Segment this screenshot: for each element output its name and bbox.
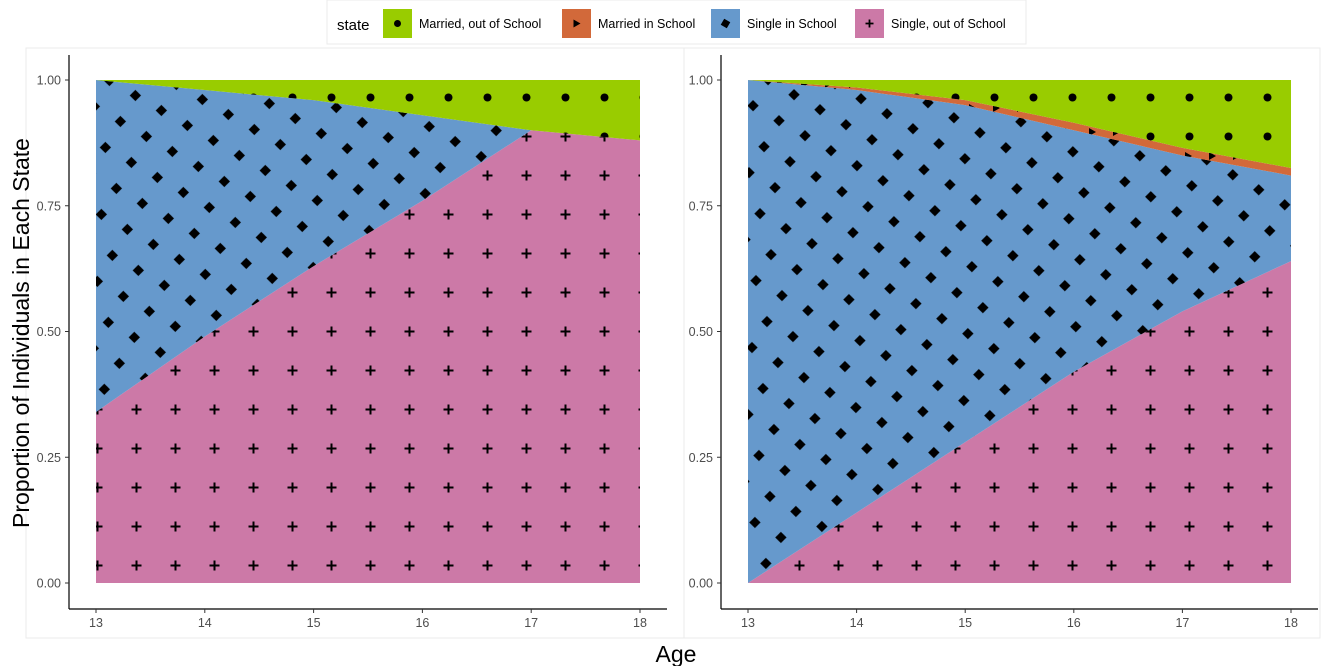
legend-item-married-out-of-school: Married, out of School: [383, 9, 541, 38]
x-tick-label: 13: [89, 616, 103, 630]
legend-box: [326, 0, 1027, 45]
area-pattern-single-in-school: [96, 80, 640, 412]
legend-marker-triangle-icon: [573, 19, 581, 28]
legend-item-single-out-of-school: Single, out of School: [855, 9, 1006, 38]
x-tick-label: 16: [1067, 616, 1081, 630]
x-tick-label: 16: [415, 616, 429, 630]
right-panel-frame: [683, 47, 1321, 639]
y-tick-label: 0.25: [37, 451, 61, 465]
x-tick-label: 18: [633, 616, 647, 630]
area-pattern-single-out-of-school: [96, 130, 640, 584]
legend-label: Single in School: [747, 17, 837, 31]
x-tick-label: 17: [524, 616, 538, 630]
legend-marker-dot-icon: [394, 20, 401, 27]
legend-item-married-in-school: Married in School: [562, 9, 695, 38]
area-pattern-married-out-of-school: [96, 80, 640, 141]
x-tick-label: 15: [958, 616, 972, 630]
y-tick-label: 0.00: [37, 577, 61, 591]
y-tick-label: 0.00: [689, 577, 713, 591]
y-tick-label: 0.50: [37, 325, 61, 339]
legend-title: state: [337, 17, 370, 34]
x-axis-title: Age: [656, 641, 697, 666]
x-tick-label: 13: [741, 616, 755, 630]
y-tick-label: 1.00: [689, 74, 713, 88]
legend-item-single-in-school: Single in School: [711, 9, 837, 38]
x-tick-label: 14: [850, 616, 864, 630]
x-tick-label: 14: [198, 616, 212, 630]
legend-label: Married, out of School: [419, 17, 541, 31]
x-tick-label: 15: [307, 616, 321, 630]
y-tick-label: 0.25: [689, 451, 713, 465]
area-pattern-single-out-of-school: [748, 261, 1291, 583]
x-tick-label: 18: [1284, 616, 1298, 630]
y-tick-label: 0.75: [689, 199, 713, 213]
right-panel: 13 14 15 16 17 18 0.00 0.25 0.50 0.75 1.00: [689, 55, 1318, 630]
left-panel: 13 14 15 16 17 18 0.00 0.25 0.50 0.75 1.00: [37, 55, 667, 630]
area-pattern-single-in-school: [748, 80, 1291, 583]
y-tick-label: 0.50: [689, 325, 713, 339]
x-tick-label: 17: [1175, 616, 1189, 630]
legend-marker-plus-icon: [865, 19, 874, 28]
legend: state Married, out of School Married in S…: [326, 0, 1027, 45]
y-tick-label: 0.75: [37, 199, 61, 213]
area-pattern-married-out-of-school: [748, 80, 1291, 169]
legend-marker-diamond-icon: [720, 18, 731, 29]
legend-label: Single, out of School: [891, 17, 1006, 31]
legend-label: Married in School: [598, 17, 695, 31]
y-tick-label: 1.00: [37, 74, 61, 88]
y-axis-title: Proportion of Individuals in Each State: [8, 138, 34, 528]
